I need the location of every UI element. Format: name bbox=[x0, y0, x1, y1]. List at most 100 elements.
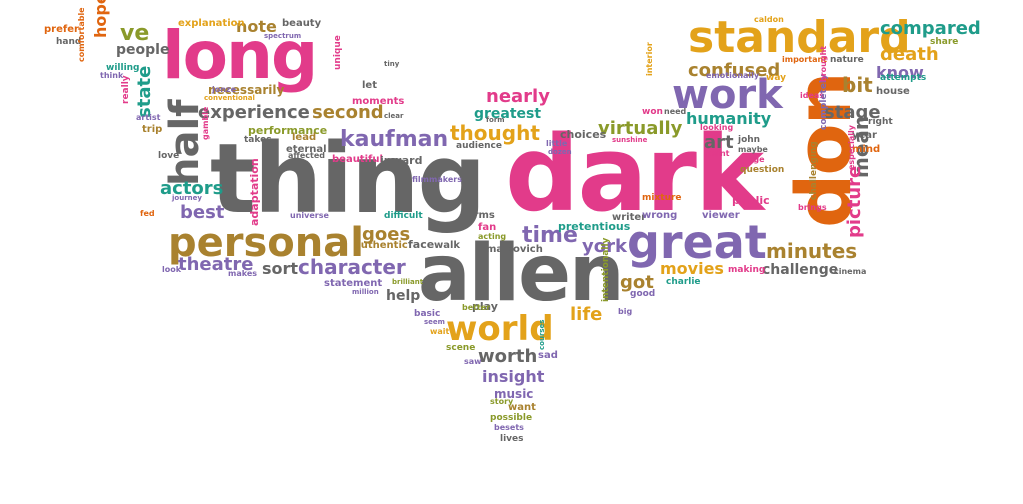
cloud-word-good: good bbox=[630, 289, 655, 299]
cloud-word-let: let bbox=[362, 80, 377, 91]
cloud-word-play: play bbox=[472, 300, 498, 313]
cloud-word-jonze: jonze bbox=[211, 85, 237, 94]
cloud-word-scene: scene bbox=[446, 343, 475, 353]
cloud-word-willing: willing bbox=[106, 63, 140, 73]
cloud-word-experience: experience bbox=[198, 102, 310, 123]
cloud-word-ve: ve bbox=[120, 21, 149, 46]
cloud-word-malkovich: malkovich bbox=[486, 244, 543, 255]
cloud-word-adaptation: adaptation bbox=[248, 158, 261, 226]
cloud-word-bit: bit bbox=[842, 73, 873, 97]
cloud-word-makes: makes bbox=[228, 269, 257, 278]
cloud-word-personal: personal bbox=[168, 220, 364, 266]
cloud-word-great: great bbox=[627, 215, 767, 269]
cloud-word-clear: clear bbox=[384, 112, 404, 120]
cloud-word-necessarily: necessarily bbox=[208, 83, 284, 97]
cloud-word-journey: journey bbox=[171, 194, 202, 202]
cloud-word-standard: standard bbox=[688, 12, 911, 63]
cloud-word-sad: sad bbox=[538, 350, 558, 361]
cloud-word-form: form bbox=[486, 116, 505, 124]
cloud-word-inward: inward bbox=[380, 154, 423, 167]
cloud-word-hope: hope bbox=[91, 0, 110, 38]
cloud-word-completely: completely bbox=[819, 74, 829, 130]
cloud-word-charlie: charlie bbox=[666, 277, 701, 287]
cloud-word-writer: writer bbox=[612, 212, 646, 223]
cloud-word-takes: takes bbox=[244, 135, 272, 145]
cloud-word-time: time bbox=[522, 223, 578, 248]
cloud-word-filmmakers: filmmakers bbox=[412, 175, 462, 184]
cloud-word-basic: basic bbox=[414, 309, 440, 319]
cloud-word-performance: performance bbox=[248, 124, 327, 137]
cloud-word-love: love bbox=[158, 151, 179, 161]
cloud-word-worth: worth bbox=[478, 346, 537, 367]
cloud-word-artist: artist bbox=[136, 113, 161, 122]
cloud-word-terms: terms bbox=[462, 210, 495, 221]
cloud-word-thought: thought bbox=[450, 121, 540, 145]
cloud-word-humanity: humanity bbox=[686, 109, 772, 128]
cloud-word-story: story bbox=[490, 397, 514, 406]
cloud-word-life: life bbox=[570, 304, 602, 325]
cloud-word-wrong: wrong bbox=[642, 210, 677, 221]
cloud-word-challenge: challenge bbox=[762, 262, 838, 278]
cloud-word-challenging: challenging bbox=[809, 141, 819, 200]
cloud-word-second: second bbox=[312, 102, 384, 123]
cloud-word-mean: mean bbox=[849, 116, 873, 178]
cloud-word-lead: lead bbox=[292, 132, 316, 143]
cloud-word-nature: nature bbox=[830, 55, 864, 65]
cloud-word-thing: thing bbox=[210, 123, 484, 235]
cloud-word-note: note bbox=[236, 17, 277, 36]
cloud-word-fed: fed bbox=[140, 209, 155, 218]
cloud-word-sort: sort bbox=[262, 259, 298, 278]
cloud-word-want: want bbox=[508, 402, 536, 413]
cloud-word-need: need bbox=[664, 107, 687, 116]
cloud-word-john: john bbox=[737, 135, 760, 145]
cloud-word-long: long bbox=[162, 17, 316, 94]
cloud-word-best: best bbox=[180, 202, 225, 223]
cloud-word-courses: courses bbox=[538, 320, 546, 350]
cloud-word-interior: interior bbox=[645, 42, 654, 76]
cloud-word-eternal: eternal bbox=[286, 144, 327, 155]
cloud-word-point: point bbox=[706, 149, 730, 158]
cloud-word-greatest: greatest bbox=[474, 106, 541, 122]
cloud-word-state: state bbox=[134, 66, 155, 118]
cloud-word-intentionally: intentionally bbox=[601, 237, 611, 302]
cloud-word-year: year bbox=[852, 130, 877, 141]
cloud-word-brilliant: brilliant bbox=[392, 278, 424, 286]
cloud-word-gamble: gamble bbox=[201, 106, 210, 140]
cloud-word-nearly: nearly bbox=[486, 86, 550, 107]
cloud-word-look: look bbox=[162, 265, 182, 274]
cloud-word-people: people bbox=[116, 42, 169, 58]
cloud-word-public: public bbox=[732, 194, 770, 207]
cloud-word-brings: brings bbox=[798, 203, 827, 212]
cloud-word-saw: saw bbox=[464, 357, 482, 366]
cloud-word-house: house bbox=[876, 86, 910, 97]
cloud-word-fan: fan bbox=[478, 222, 496, 233]
cloud-word-work: work bbox=[672, 72, 784, 118]
cloud-word-maybe: maybe bbox=[738, 145, 768, 154]
cloud-word-got: got bbox=[620, 272, 654, 293]
cloud-word-question: question bbox=[740, 165, 784, 175]
cloud-word-seem: seem bbox=[424, 318, 445, 326]
cloud-word-compared: compared bbox=[880, 18, 981, 39]
cloud-word-movies: movies bbox=[660, 259, 724, 278]
cloud-word-possible: possible bbox=[490, 413, 532, 423]
cloud-word-choices: choices bbox=[560, 128, 607, 141]
cloud-word-emotionally: emotionally bbox=[706, 71, 760, 80]
cloud-word-lives: lives bbox=[500, 434, 524, 444]
cloud-word-making: making bbox=[728, 265, 765, 275]
cloud-word-spectrum: spectrum bbox=[264, 32, 301, 40]
cloud-word-prefer: prefer bbox=[44, 24, 79, 35]
cloud-word-authentic: authentic bbox=[354, 240, 408, 251]
cloud-word-tiny: tiny bbox=[384, 60, 400, 68]
cloud-word-affected: affected bbox=[288, 151, 325, 160]
cloud-word-wait: wait bbox=[430, 327, 450, 336]
cloud-word-picture: picture bbox=[844, 166, 865, 238]
cloud-word-important: important bbox=[782, 55, 827, 64]
cloud-word-theatre: theatre bbox=[178, 254, 253, 275]
cloud-word-death: death bbox=[880, 44, 939, 65]
cloud-word-pretentious: pretentious bbox=[558, 220, 631, 233]
cloud-word-beauty: beauty bbox=[282, 18, 322, 29]
cloud-word-dark: dark bbox=[505, 113, 767, 235]
cloud-word-audience: audience bbox=[456, 141, 502, 151]
